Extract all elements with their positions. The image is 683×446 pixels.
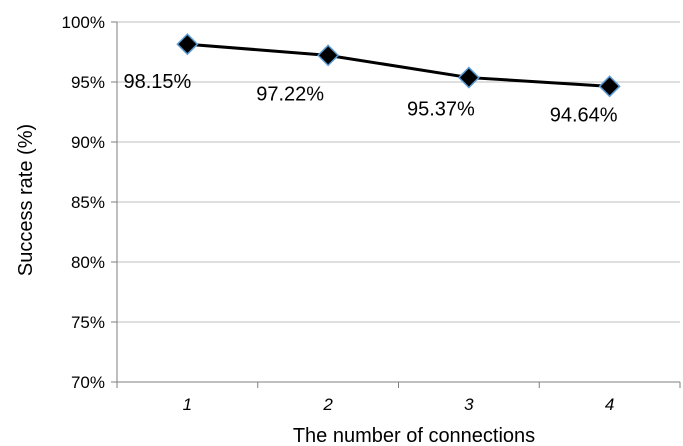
data-label: 94.64% bbox=[550, 104, 618, 126]
x-axis: 1 2 3 4 bbox=[116, 381, 681, 414]
data-label: 98.15% bbox=[123, 71, 191, 93]
x-tick-label: 3 bbox=[464, 395, 474, 414]
y-axis: 70% 75% 80% 85% 90% 95% 100% bbox=[62, 13, 118, 392]
series-line-group bbox=[176, 33, 621, 98]
y-axis-title: Success rate (%) bbox=[15, 124, 37, 276]
data-point-marker bbox=[457, 66, 480, 89]
data-labels: 98.15% 97.22% 95.37% 94.64% bbox=[123, 71, 617, 126]
x-tick-label: 4 bbox=[605, 395, 614, 414]
y-tick-label: 95% bbox=[71, 73, 105, 92]
data-point-marker bbox=[176, 33, 199, 56]
x-tick-label: 2 bbox=[322, 395, 333, 414]
x-tick-label: 1 bbox=[183, 395, 192, 414]
y-tick-label: 80% bbox=[71, 253, 105, 272]
x-axis-title: The number of connections bbox=[293, 425, 535, 446]
y-tick-label: 90% bbox=[71, 133, 105, 152]
gridlines bbox=[117, 21, 680, 323]
y-tick-label: 100% bbox=[62, 13, 105, 32]
data-point-marker bbox=[598, 75, 621, 98]
y-tick-label: 75% bbox=[71, 313, 105, 332]
data-point-marker bbox=[317, 44, 340, 67]
y-tick-label: 85% bbox=[71, 193, 105, 212]
series-line bbox=[187, 42, 610, 88]
data-label: 95.37% bbox=[407, 99, 475, 121]
y-tick-label: 70% bbox=[71, 373, 105, 392]
data-label: 97.22% bbox=[256, 83, 324, 105]
